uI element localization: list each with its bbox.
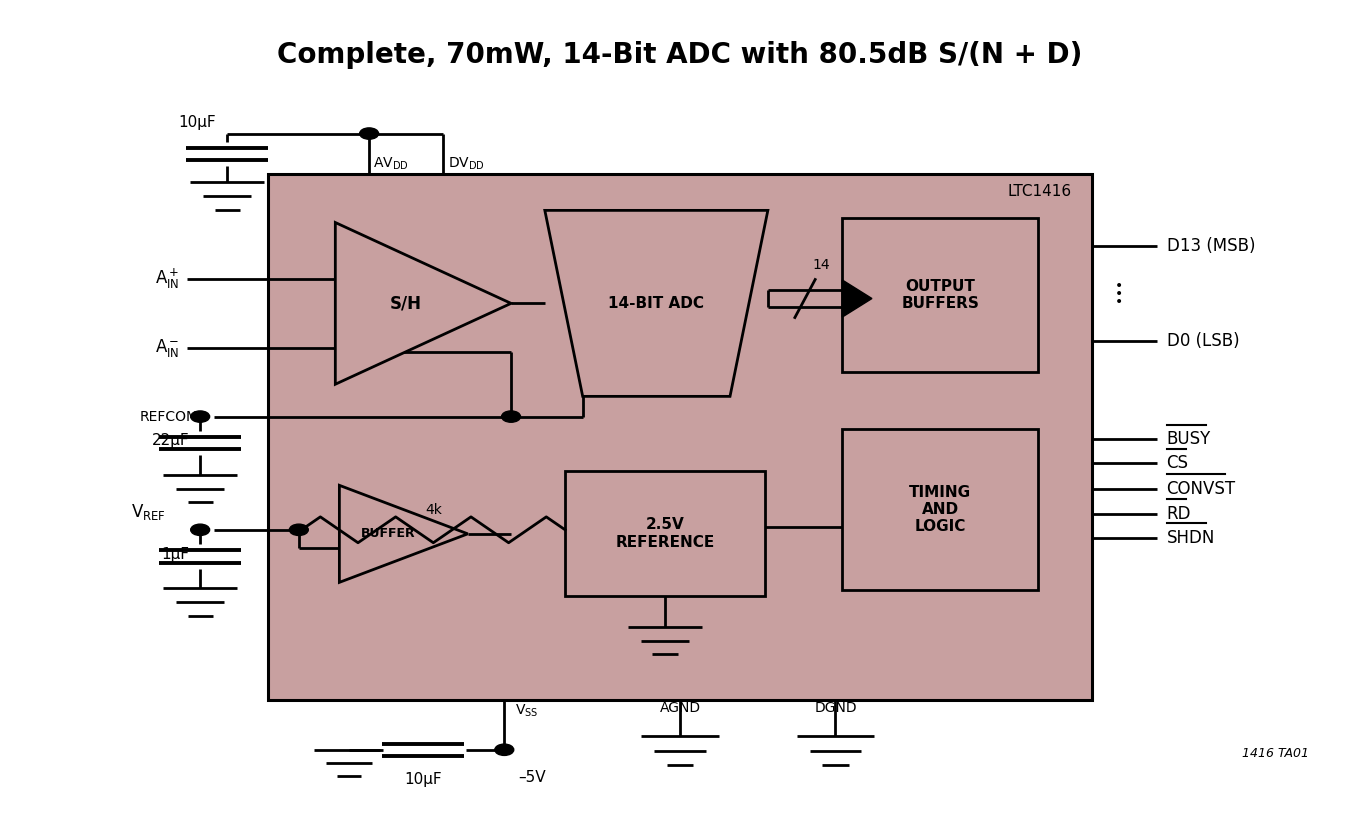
Text: BUSY: BUSY xyxy=(1167,431,1210,449)
Text: 14: 14 xyxy=(812,258,830,272)
Text: CONVST: CONVST xyxy=(1167,480,1236,498)
Text: RD: RD xyxy=(1167,505,1191,523)
Text: BUFFER: BUFFER xyxy=(360,527,416,540)
Text: A$_{\mathsf{IN}}^+$: A$_{\mathsf{IN}}^+$ xyxy=(155,267,180,292)
Circle shape xyxy=(359,128,378,139)
Text: DGND: DGND xyxy=(815,701,857,715)
Text: SHDN: SHDN xyxy=(1167,529,1214,547)
Text: D0 (LSB): D0 (LSB) xyxy=(1167,333,1239,350)
Text: REFCOMP: REFCOMP xyxy=(140,409,207,423)
Circle shape xyxy=(190,525,209,535)
Text: V$_{\mathsf{REF}}$: V$_{\mathsf{REF}}$ xyxy=(132,502,166,522)
Text: LTC1416: LTC1416 xyxy=(1008,184,1072,199)
Bar xyxy=(268,174,1092,699)
Text: AGND: AGND xyxy=(660,701,700,715)
Text: 10μF: 10μF xyxy=(404,772,442,788)
Text: A$_{\mathsf{IN}}^-$: A$_{\mathsf{IN}}^-$ xyxy=(155,337,180,359)
Circle shape xyxy=(495,744,514,756)
Polygon shape xyxy=(842,280,872,317)
Text: •: • xyxy=(1115,279,1123,292)
Text: DV$_{\mathsf{DD}}$: DV$_{\mathsf{DD}}$ xyxy=(447,155,484,172)
Text: 1416 TA01: 1416 TA01 xyxy=(1242,748,1308,761)
Bar xyxy=(566,471,766,596)
Text: CS: CS xyxy=(1167,454,1189,472)
Text: 10μF: 10μF xyxy=(178,114,216,130)
Text: 1μF: 1μF xyxy=(162,547,189,561)
Text: TIMING
AND
LOGIC: TIMING AND LOGIC xyxy=(908,484,971,534)
Text: –5V: –5V xyxy=(518,770,545,785)
Text: V$_{\mathsf{SS}}$: V$_{\mathsf{SS}}$ xyxy=(515,703,539,719)
Text: D13 (MSB): D13 (MSB) xyxy=(1167,237,1255,255)
Text: S/H: S/H xyxy=(389,294,422,312)
Text: •: • xyxy=(1115,287,1123,301)
Text: AV$_{\mathsf{DD}}$: AV$_{\mathsf{DD}}$ xyxy=(373,155,409,172)
Circle shape xyxy=(290,525,309,535)
Text: 14-BIT ADC: 14-BIT ADC xyxy=(608,296,704,311)
Text: 4k: 4k xyxy=(424,502,442,517)
Bar xyxy=(842,218,1038,372)
Circle shape xyxy=(190,411,209,422)
Polygon shape xyxy=(340,485,468,583)
Bar xyxy=(842,429,1038,591)
Text: 2.5V
REFERENCE: 2.5V REFERENCE xyxy=(616,517,715,550)
Polygon shape xyxy=(545,210,768,396)
Circle shape xyxy=(502,411,521,422)
Polygon shape xyxy=(336,222,511,384)
Text: 22μF: 22μF xyxy=(152,433,189,449)
Text: •: • xyxy=(1115,295,1123,309)
Text: OUTPUT
BUFFERS: OUTPUT BUFFERS xyxy=(902,279,979,311)
Text: Complete, 70mW, 14-Bit ADC with 80.5dB S/(N + D): Complete, 70mW, 14-Bit ADC with 80.5dB S… xyxy=(277,41,1083,69)
